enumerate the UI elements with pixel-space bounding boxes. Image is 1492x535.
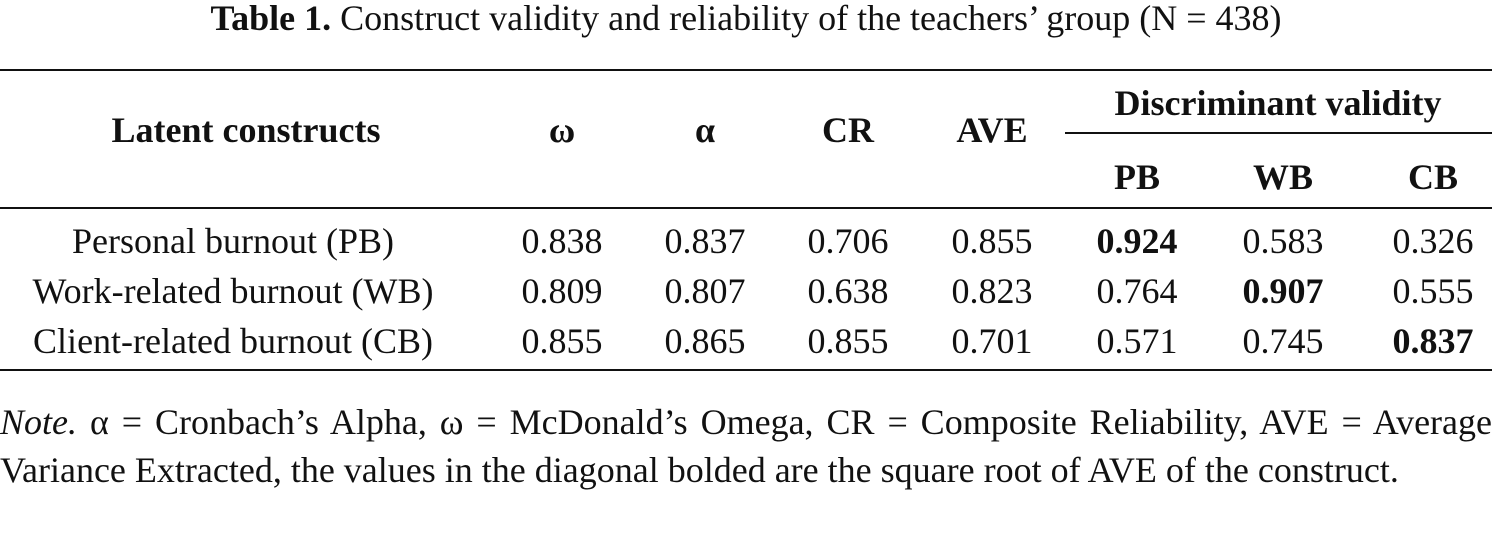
cell: 0.706 <box>807 221 889 261</box>
cell: 0.638 <box>807 271 889 311</box>
cell: 0.701 <box>951 321 1033 361</box>
sub-header: CB <box>1407 157 1459 197</box>
cell: 0.924 <box>1096 221 1178 261</box>
cell: 0.865 <box>664 321 746 361</box>
row-label: Personal burnout (PB) <box>72 221 394 261</box>
sub-header: WB <box>1252 157 1314 197</box>
cell: 0.823 <box>951 271 1033 311</box>
header: α <box>694 110 716 150</box>
cell: 0.583 <box>1242 221 1324 261</box>
cell: 0.571 <box>1096 321 1178 361</box>
row-label: Work-related burnout (WB) <box>32 271 434 311</box>
header: AVE <box>956 110 1028 150</box>
top-rule <box>0 69 1492 71</box>
note-text: α = Cronbach’s Alpha, ω = McDonald’s Ome… <box>0 402 1492 490</box>
cell: 0.855 <box>807 321 889 361</box>
mid-rule <box>0 207 1492 209</box>
header: Latent constructs <box>111 110 381 150</box>
header: ω <box>548 110 576 150</box>
cell: 0.764 <box>1096 271 1178 311</box>
cell: 0.837 <box>664 221 746 261</box>
cell: 0.855 <box>521 321 603 361</box>
cell: 0.907 <box>1242 271 1324 311</box>
header: CR <box>822 110 874 150</box>
caption-title: Construct validity and reliability of th… <box>340 0 1282 38</box>
note-label: Note. <box>0 402 77 442</box>
bottom-rule <box>0 369 1492 371</box>
cell: 0.855 <box>951 221 1033 261</box>
cell: 0.838 <box>521 221 603 261</box>
cell: 0.809 <box>521 271 603 311</box>
sub-header: PB <box>1113 157 1161 197</box>
cell: 0.555 <box>1392 271 1474 311</box>
caption-label: Table 1. <box>210 0 332 38</box>
cell: 0.807 <box>664 271 746 311</box>
caption: Table 1. Construct validity and reliabil… <box>210 0 1281 38</box>
cell: 0.745 <box>1242 321 1324 361</box>
cell: 0.326 <box>1392 221 1474 261</box>
cell: 0.837 <box>1392 321 1474 361</box>
group-rule <box>1065 132 1492 134</box>
row-label: Client-related burnout (CB) <box>33 321 433 361</box>
group-header: Discriminant validity <box>1114 83 1442 123</box>
note: Note. α = Cronbach’s Alpha, ω = McDonald… <box>0 398 1492 494</box>
